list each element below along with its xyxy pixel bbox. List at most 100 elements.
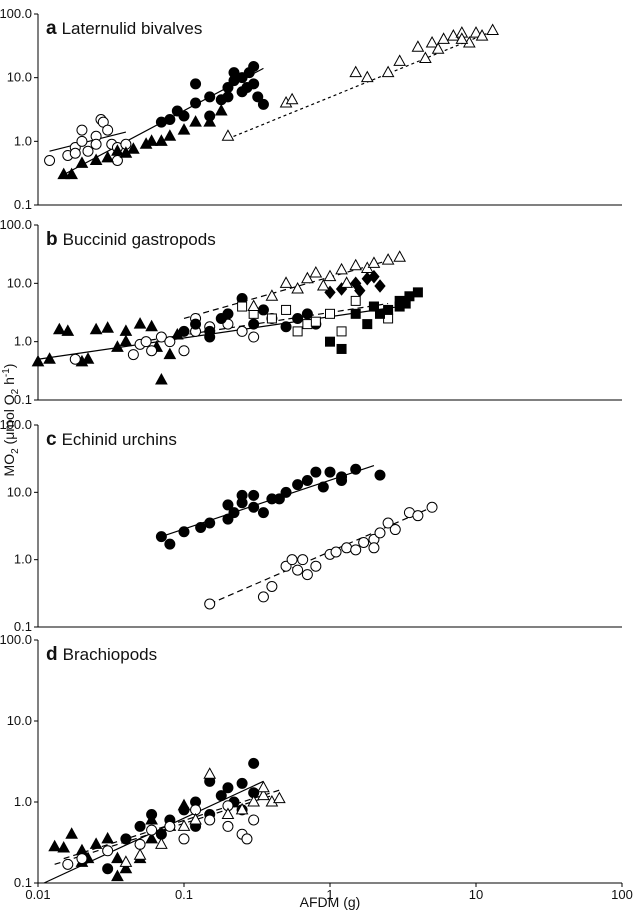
point [140,336,152,348]
y-tick-label: 10.0 [7,484,32,499]
point [237,301,248,312]
point [236,489,248,501]
panel-title-text: Echinid urchins [62,430,177,449]
point [228,67,240,79]
point [431,42,445,54]
point [57,167,71,180]
y-label-sub: 2 [10,448,21,454]
point [102,124,114,136]
panel-title: b Buccinid gastropods [46,229,216,250]
point [325,308,335,319]
point [178,110,190,122]
point [203,767,217,779]
point [257,507,269,519]
point [145,319,158,332]
point [297,554,309,566]
point [317,481,329,493]
point [354,283,366,298]
y-tick-label: 0.1 [14,197,32,212]
point [323,269,337,282]
point [273,493,285,505]
point [426,501,438,513]
point [266,580,278,592]
point [301,308,313,320]
point [163,129,177,141]
fit-line [37,305,400,360]
y-label-part: h [1,377,17,389]
point [411,40,425,52]
point [43,352,56,364]
point [127,142,140,154]
point [335,262,348,275]
point [215,790,227,802]
point [146,824,158,836]
y-tick-label: 100.0 [0,417,32,432]
point [155,331,167,343]
point [257,98,269,110]
x-tick-label: 1 [326,887,333,902]
point [204,598,216,610]
point [101,831,115,844]
point [177,123,191,135]
point [257,591,269,603]
point [65,167,78,180]
point [236,777,248,789]
point [358,536,370,548]
point [89,837,103,849]
point [389,524,401,536]
point [69,147,81,159]
point [374,469,386,481]
panel-title-text: Buccinid gastropods [63,230,216,249]
point [336,471,348,483]
point [44,154,56,166]
point [164,538,176,550]
point [247,299,261,312]
point [57,841,71,853]
point [111,340,124,352]
point [62,858,74,870]
point [190,97,202,109]
point [48,839,61,852]
point [52,322,66,335]
point [437,32,450,44]
point [265,289,279,301]
point [119,334,133,347]
point [221,129,235,141]
point [178,325,190,337]
point [119,324,133,336]
point [310,466,322,478]
point [412,287,423,298]
point [252,91,264,103]
point [222,499,234,511]
point [368,542,380,554]
y-label-part: (μmol O [1,394,17,448]
point [292,326,303,337]
x-tick-label: 100 [611,887,633,902]
panel-title: c Echinid urchins [46,429,177,450]
point [89,153,103,165]
point [360,70,374,83]
point [102,845,114,857]
point [248,501,260,513]
point [475,29,489,41]
point [257,780,270,793]
point [222,82,234,94]
point [76,124,88,136]
x-tick-label: 0.1 [175,887,193,902]
point [248,814,260,826]
x-tick-label: 10 [469,887,483,902]
panel-title-text: Laternulid bivalves [62,19,203,38]
panel-title-text: Brachiopods [63,645,158,664]
panel-label: b [46,229,58,250]
panel-title: d Brachiopods [46,644,157,665]
point [204,517,216,529]
point [310,316,321,327]
y-tick-label: 10.0 [7,275,32,290]
panel-label: a [46,18,57,39]
point [133,317,147,329]
point [350,544,362,556]
point [301,569,313,581]
point [163,347,177,360]
point [155,531,167,543]
point [362,319,373,330]
